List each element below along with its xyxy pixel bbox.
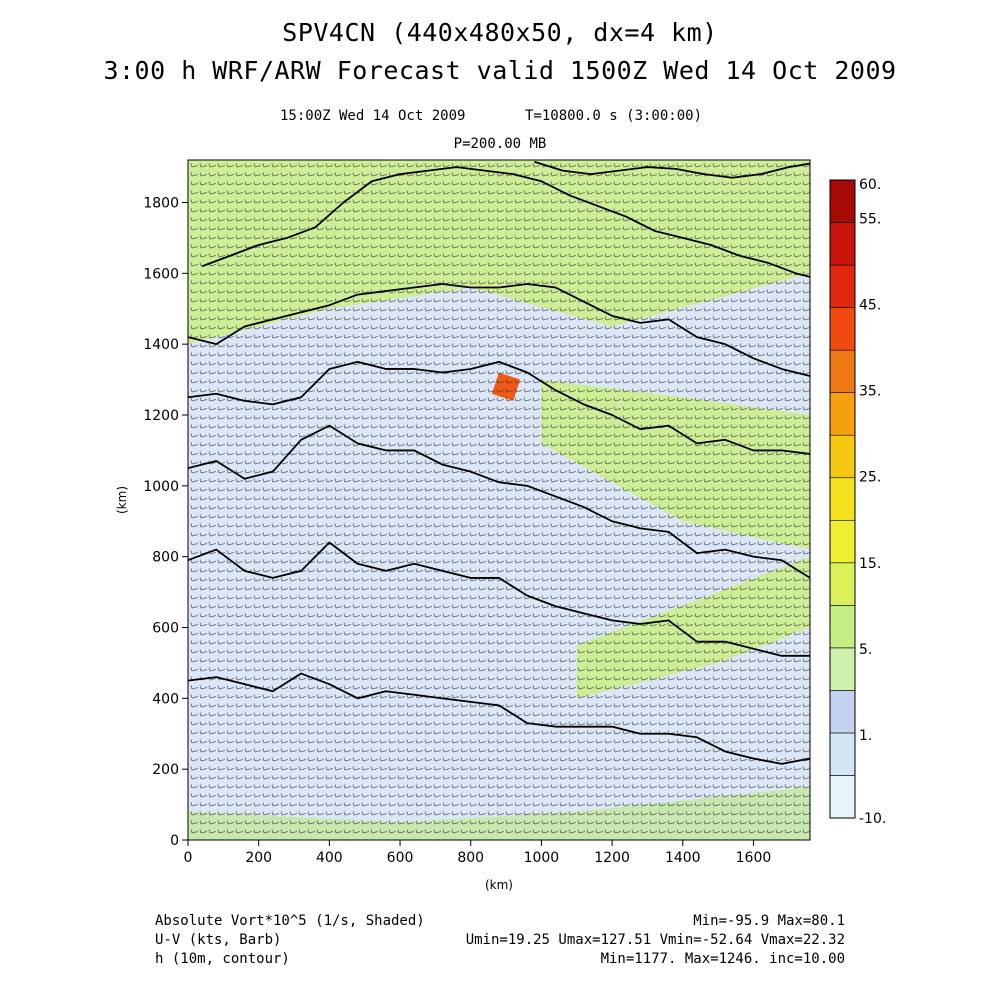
height-contour-1 [188,541,810,657]
pressure-level: P=200.00 MB [453,136,547,152]
colorbar-swatch [829,605,856,649]
height-contours [188,160,810,765]
colorbar-label: 35. [859,384,881,400]
contour-field-label: h (10m, contour) [155,951,290,967]
colorbar-label: 5. [859,642,872,658]
y-tick-label: 800 [152,550,179,566]
x-tick-label: 1200 [594,850,630,866]
y-tick-label: 1000 [143,479,179,495]
footer: Absolute Vort*10^5 (1/s, Shaded) Min=-95… [155,912,845,969]
height-contour-3 [188,360,810,455]
vorticity-region-1 [541,379,810,550]
x-tick-label: 0 [184,850,193,866]
chart-title-line2: 3:00 h WRF/ARW Forecast valid 1500Z Wed … [103,56,897,85]
colorbar-swatch [829,732,856,776]
height-contour-4 [188,283,810,377]
y-tick-label: 1200 [143,408,179,424]
plot-frame [187,159,811,841]
y-tick-label: 400 [152,691,179,707]
x-tick-label: 800 [457,850,484,866]
x-axis: 0 200 400 600 800 1000 1200 1400 1600 [184,840,772,866]
colorbar-swatch [829,222,856,266]
colorbar-label: -10. [859,811,886,827]
colorbar-label: 45. [859,297,881,313]
vorticity-region-3 [188,786,810,840]
colorbar-swatch [829,519,856,564]
colorbar-swatch [829,392,856,436]
x-tick-label: 200 [245,850,272,866]
shaded-field-stats: Min=-95.9 Max=80.1 [693,913,845,929]
x-tick-label: 600 [387,850,414,866]
x-tick-label: 1400 [665,850,701,866]
y-axis: 0 200 400 600 800 1000 1200 1400 1600 1800 [143,196,188,849]
valid-time: 15:00Z Wed 14 Oct 2009 [280,108,466,124]
chart-title-line1: SPV4CN (440x480x50, dx=4 km) [282,18,718,47]
barb-field-label: U-V (kts, Barb) [155,932,282,948]
height-contour-2 [188,424,810,579]
x-tick-label: 1600 [736,850,772,866]
colorbar-swatch [829,477,856,521]
colorbar-swatch [829,775,856,819]
y-tick-label: 1800 [143,196,179,212]
colorbar-label: 15. [859,556,881,572]
colorbar: 60. 55. 45. 35. 25. 15. 5. 1. -10. [829,177,886,827]
colorbar-label: 55. [859,211,881,227]
vorticity-region-4 [491,372,521,401]
y-tick-label: 200 [152,762,179,778]
vorticity-region-2 [576,556,810,699]
colorbar-swatch [829,647,856,691]
y-tick-label: 1400 [143,337,179,353]
y-axis-label: (km) [115,486,129,514]
colorbar-swatch [829,264,856,308]
y-tick-label: 0 [170,833,179,849]
height-contour-0 [188,672,810,765]
wind-barbs [190,163,810,834]
colorbar-label: 60. [859,177,881,193]
y-tick-label: 1600 [143,266,179,282]
time-info: T=10800.0 s (3:00:00) [525,108,703,124]
colorbar-swatch [829,307,856,351]
colorbar-swatch [829,179,856,223]
height-contour-6 [534,160,810,179]
colorbar-swatch [829,690,856,734]
wind-barb-field [190,163,810,834]
barb-field-stats: Umin=19.25 Umax=127.51 Vmin=-52.64 Vmax=… [465,932,845,948]
chart-svg: 0 200 400 600 800 1000 1200 1400 1600 0 200 400 600… [115,159,886,892]
colorbar-label: 1. [859,728,872,744]
contour-field-stats: Min=1177. Max=1246. inc=10.00 [600,951,845,967]
shaded-field-label: Absolute Vort*10^5 (1/s, Shaded) [155,913,425,929]
x-tick-label: 400 [316,850,343,866]
colorbar-border [829,179,856,819]
vorticity-shading [188,160,810,840]
colorbar-label: 25. [859,470,881,486]
plot-border [187,159,811,841]
colorbar-swatch [829,562,856,606]
height-contour-5 [201,166,810,278]
x-tick-label: 1000 [524,850,560,866]
colorbar-swatch [829,349,856,393]
colorbar-swatch [829,434,856,479]
vorticity-region-0 [188,160,810,345]
y-tick-label: 600 [152,621,179,637]
x-axis-label: (km) [485,878,513,892]
